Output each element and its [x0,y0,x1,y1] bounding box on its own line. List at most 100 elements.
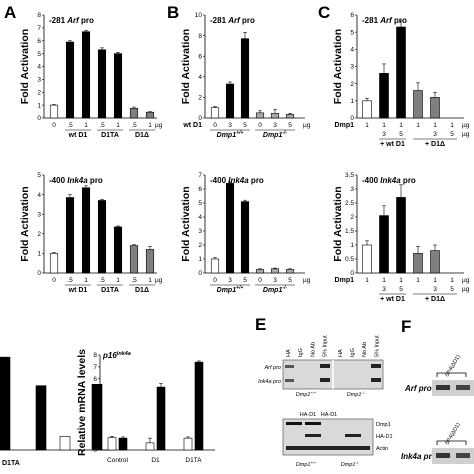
x-tick-label: .5 [131,277,137,284]
y-tick-label: 1 [37,102,41,109]
e-bottom-group-right: Dmp1-/- [341,460,360,468]
y-tick-label: 6 [350,12,354,19]
y-tick-label: 1 [350,242,354,249]
group-label: + D1Δ [425,141,445,148]
panel-label-f: F [401,317,411,336]
panel-label-b: B [167,3,179,22]
y-tick-label: 4 [198,74,202,81]
x-tick-label-row2: 5 [450,131,454,138]
x-tick-label: D1 [151,457,160,464]
y-tick-label: 7 [198,172,202,179]
x-tick-label: 1 [365,122,369,129]
bar [225,83,235,119]
unit-label: µg [303,277,311,284]
y-tick-label: 7 [93,364,97,371]
group-label: Dmp1-/- [263,130,288,139]
bar [430,97,440,119]
e-lane-labels: HA IgG No Ab 5% Input HA IgG No Ab 5% Input [286,335,380,357]
x-tick-label-row2: 5 [399,131,403,138]
x-tick-label: 5 [288,277,292,284]
bar [145,249,155,274]
x-tick-label: 1 [365,277,369,284]
bar [35,385,47,451]
y-tick-label: 3 [350,186,354,193]
x-tick-label: 1 [116,277,120,284]
e-lane-ha-d1-1: HA-D1 [300,412,317,418]
panel-label-c: C [318,3,330,22]
y-tick-label: 1 [37,251,41,258]
bar [0,356,11,451]
y-tick-label: 1 [93,435,97,442]
y-axis-label: Fold Activation [19,29,31,104]
bar [49,104,59,119]
bar [413,90,423,119]
bar [413,253,423,274]
e-lane-label: IgG [298,348,304,357]
x-tick-label: 1 [450,122,454,129]
x-tick-label: 0 [52,122,56,129]
y-tick-label: 8 [198,33,202,40]
y-tick-label: 5 [198,200,202,207]
bar [285,269,295,274]
x-tick-label: 0 [213,122,217,129]
f-bracket-label-arf: 5P4(ΔD1) [445,354,462,378]
bar [59,436,71,451]
f-bracket-label-ink4a: 5P4(ΔD1) [445,422,462,446]
bar [97,200,107,274]
unit-label: µg [303,122,311,129]
unit-label: µg [462,131,470,138]
y-tick-label: 2 [198,95,202,102]
bar [194,361,204,451]
x-tick-label: D1TA [185,457,202,464]
e-lane-label: 5% Input [374,335,380,357]
y-tick-label: 2 [37,89,41,96]
y-tick-label: 4 [93,400,97,407]
bar [81,31,91,119]
f-gel-arf [432,380,474,396]
x-tick-label-row2: 3 [433,131,437,138]
bar [285,114,295,119]
y-tick-label: 0 [350,270,354,277]
x-tick-label: 3 [273,277,277,284]
chart-c-arf: 0 1 2 3 4 5 6 Fold Activation -281 Arf pro 1 1 1 1 1 1… [332,12,470,148]
bar [65,197,75,274]
y-tick-label: 4 [350,47,354,54]
y-tick-label: 6 [37,38,41,45]
panel-label-a: A [4,3,16,22]
e-bottom-group-left: Dmp1+/+ [296,460,317,468]
bar [362,244,372,274]
chart-d-p16-mrna: 0 1 2 3 4 5 6 7 8 Relative mRNA levels p16Ink4a Con… [76,349,215,464]
bar [49,253,59,274]
x-tick-label: 1 [450,277,454,284]
bar [65,41,75,119]
x-tick-label: 0 [258,277,262,284]
bar [255,269,265,274]
x-tick-label: .5 [67,277,73,284]
x-tick-label: Control [107,457,129,464]
y-tick-label: 0 [93,447,97,454]
chart-title: -281 Arf pro [210,16,255,25]
x-tick-label: 1 [382,122,386,129]
x-tick-label-row2: 5 [450,286,454,293]
x-tick-label: 1 [433,277,437,284]
e-band [285,379,294,382]
y-axis-label: Fold Activation [180,29,192,104]
y-axis-label: Fold Activation [332,186,344,261]
y-tick-label: 1 [198,256,202,263]
x-tick-label: 1 [116,122,120,129]
f-bracket-arf [436,372,467,377]
x-tick-label: 5 [243,277,247,284]
y-tick-label: 2 [198,242,202,249]
y-tick-label: 0 [37,270,41,277]
y-tick-label: 8 [93,352,97,359]
f-gel-ink4a [432,448,474,464]
e-row-arf: Arf pro [263,365,281,371]
y-tick-label: 3 [93,412,97,419]
bar [270,113,280,119]
e-band [305,422,321,425]
f-bracket-ink4a [436,440,467,445]
group-label: D1TA [101,287,119,294]
e-band [286,446,370,450]
f-row-ink4a: Ink4a pro [401,452,437,461]
